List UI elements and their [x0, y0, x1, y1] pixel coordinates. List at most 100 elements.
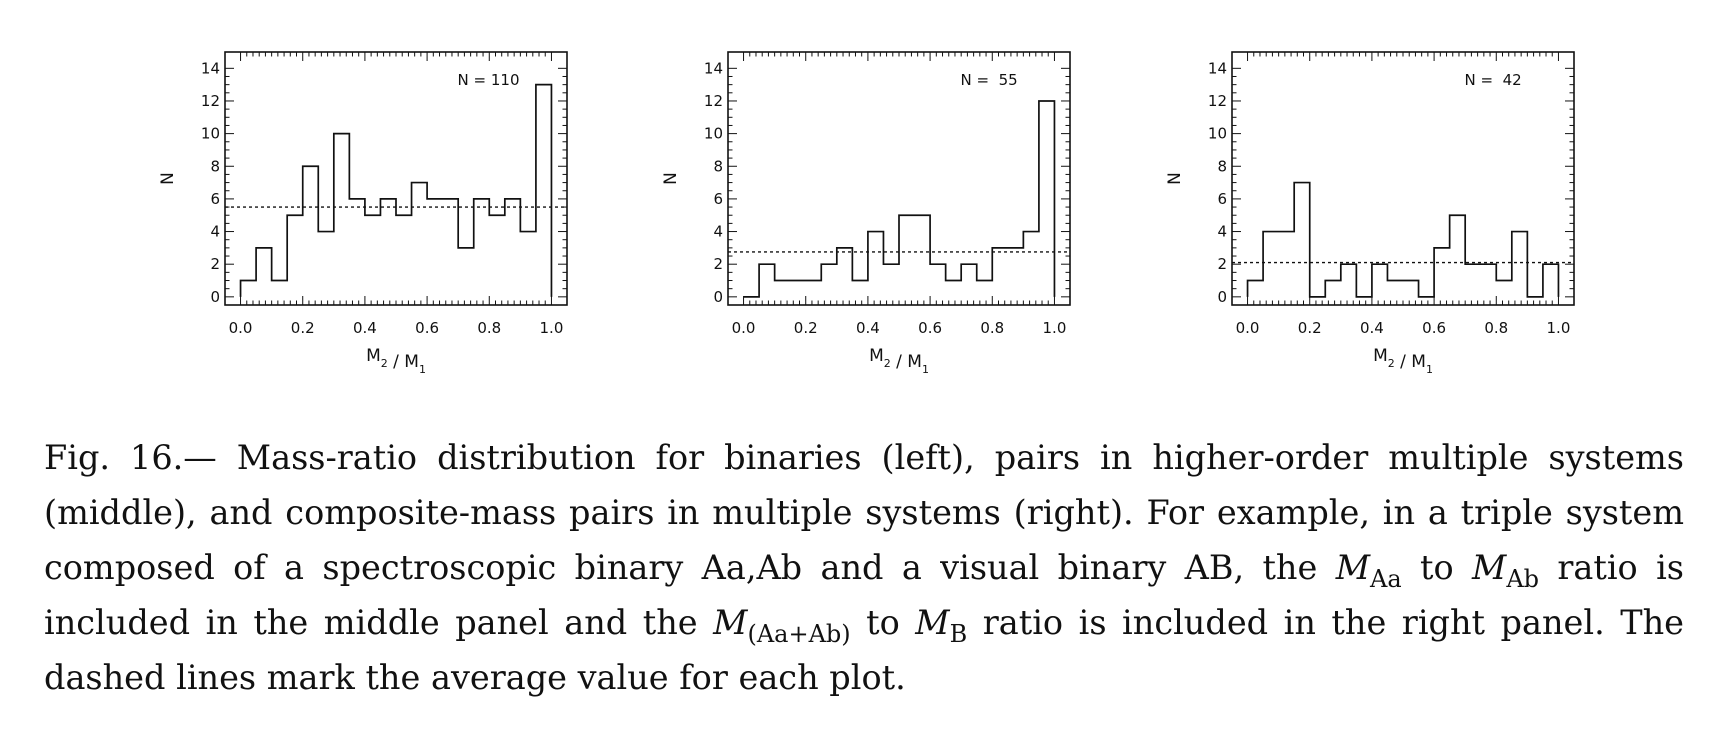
count-annotation: N = 110 [458, 71, 520, 89]
count-annotation: N = 55 [961, 71, 1018, 89]
figure: 0.0 0.2 0.4 0.6 0.8 1.0 0 2 4 6 8 10 12 14 N M2 / M1 N =… [158, 51, 1575, 376]
histogram-bar [1341, 264, 1357, 297]
histogram-bar [775, 281, 791, 297]
histogram-bar [474, 199, 490, 297]
histogram-bar [1039, 101, 1055, 297]
histogram-bar [1372, 264, 1388, 297]
x-tick-label: 0.2 [291, 319, 315, 337]
histogram-bar [287, 215, 303, 297]
caption-text-2: to [1401, 548, 1472, 587]
x-tick-label: 1.0 [540, 319, 564, 337]
x-tick-label: 0.4 [1360, 319, 1384, 337]
y-tick-label: 2 [1217, 255, 1227, 273]
y-axis-title: N [661, 172, 681, 185]
histogram-bar [1465, 264, 1481, 297]
y-tick-label: 2 [713, 255, 723, 273]
histogram-bar [1325, 281, 1341, 297]
histogram-bar [334, 134, 350, 297]
y-tick-label: 12 [1208, 92, 1227, 110]
plot-frame [727, 51, 1071, 306]
histogram-bar [1387, 281, 1403, 297]
x-tick-label: 1.0 [1547, 319, 1571, 337]
histogram-bar [241, 281, 257, 297]
histogram-bar [1543, 264, 1559, 297]
histogram-bar [1450, 215, 1466, 297]
y-tick-label: 4 [210, 223, 220, 241]
x-tick-label: 0.4 [353, 319, 377, 337]
histogram-bar [821, 264, 837, 297]
histogram-bar [883, 264, 899, 297]
x-tick-label: 0.6 [1422, 319, 1446, 337]
histogram-bar [489, 215, 505, 297]
caption-text-5: ratio is included in the right panel. Th… [44, 603, 1684, 697]
histogram-bar [790, 281, 806, 297]
histogram-bar [1279, 232, 1295, 297]
histogram-bar [868, 232, 884, 297]
y-tick-label: 14 [704, 59, 723, 77]
histogram-bar [899, 215, 915, 297]
histogram-steps [239, 83, 553, 297]
y-tick-label: 8 [1217, 157, 1227, 175]
histogram-bar [365, 215, 381, 297]
y-tick-label: 14 [201, 59, 220, 77]
x-tick-label: 0.2 [1298, 319, 1322, 337]
histogram-bar [915, 215, 931, 297]
histogram-panel-2: 0.0 0.2 0.4 0.6 0.8 1.0 0 2 4 6 8 10 12 14 N M2 / M1 N =… [661, 51, 1071, 376]
histogram-bar [303, 166, 319, 297]
histogram-bar [1496, 281, 1512, 297]
x-axis-title: M2 / M1 [869, 346, 929, 376]
histogram-bar [443, 199, 459, 297]
histogram-bar [536, 85, 552, 297]
histogram-bar [412, 183, 428, 297]
histogram-bar [1481, 264, 1497, 297]
x-tick-label: 0.6 [415, 319, 439, 337]
y-tick-label: 2 [210, 255, 220, 273]
y-tick-label: 10 [704, 125, 723, 143]
caption-math-m-b: MB [915, 603, 968, 648]
x-tick-label: 0.8 [1484, 319, 1508, 337]
caption-math-m-aa: MAa [1335, 548, 1402, 593]
histogram-bar [272, 281, 288, 297]
histogram-bar [1294, 183, 1310, 297]
x-axis-title: M2 / M1 [366, 346, 426, 376]
histogram-bar [349, 199, 365, 297]
histogram-bar [1248, 281, 1264, 297]
x-tick-label: 0.4 [856, 319, 880, 337]
histogram-bar [380, 199, 396, 297]
histogram-bar [505, 199, 521, 297]
y-tick-label: 6 [713, 190, 723, 208]
histogram-bar [1512, 232, 1528, 297]
histogram-bar [256, 248, 272, 297]
histogram-bar [520, 232, 536, 297]
y-tick-label: 12 [201, 92, 220, 110]
histogram-steps [743, 100, 1056, 298]
histogram-bar [458, 248, 474, 297]
y-tick-label: 6 [1217, 190, 1227, 208]
figure-caption: Fig. 16.— Mass-ratio distribution for bi… [44, 430, 1684, 705]
histogram-bar [396, 215, 412, 297]
x-tick-label: 0.8 [477, 319, 501, 337]
y-tick-label: 8 [210, 157, 220, 175]
histogram-steps [1246, 181, 1560, 298]
histogram-bar [1263, 232, 1279, 297]
y-tick-label: 0 [713, 288, 723, 306]
y-tick-label: 12 [704, 92, 723, 110]
caption-math-m-aaab: M(Aa+Ab) [713, 603, 851, 648]
histogram-bar [806, 281, 822, 297]
x-tick-label: 0.2 [794, 319, 818, 337]
y-tick-label: 4 [713, 223, 723, 241]
caption-text-1: Fig. 16.— Mass-ratio distribution for bi… [44, 438, 1684, 587]
histogram-bar [852, 281, 868, 297]
y-tick-label: 8 [713, 157, 723, 175]
x-tick-label: 0.0 [1236, 319, 1260, 337]
histogram-bar [961, 264, 977, 297]
histogram-bar [318, 232, 334, 297]
histogram-bar [946, 281, 962, 297]
x-tick-label: 0.8 [980, 319, 1004, 337]
y-axis-title: N [1165, 172, 1185, 185]
y-tick-label: 14 [1208, 59, 1227, 77]
histogram-bar [1434, 248, 1450, 297]
y-tick-label: 6 [210, 190, 220, 208]
y-tick-label: 10 [201, 125, 220, 143]
x-tick-label: 1.0 [1043, 319, 1067, 337]
